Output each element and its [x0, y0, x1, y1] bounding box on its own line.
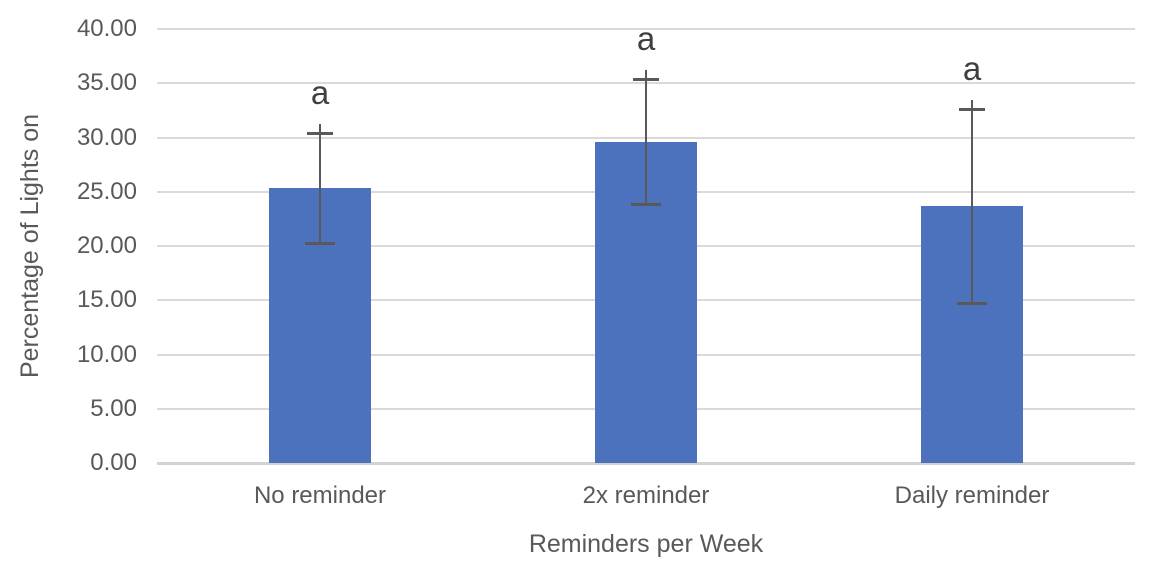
error-bar-line: [971, 100, 973, 304]
significance-label: a: [962, 50, 982, 88]
y-tick-label: 35.00: [76, 69, 137, 97]
y-tick-label: 0.00: [90, 449, 137, 476]
y-tick-label: 40.00: [76, 15, 137, 42]
error-bar-top-cap: [633, 77, 659, 81]
significance-label: a: [310, 74, 330, 112]
x-axis-line: [157, 462, 1135, 465]
y-tick-label: 10.00: [76, 340, 137, 368]
x-axis-title: Reminders per Week: [528, 530, 764, 558]
y-tick-label: 30.00: [76, 123, 137, 151]
error-bar-line: [319, 124, 321, 244]
significance-label: a: [636, 19, 656, 57]
y-tick-label: 20.00: [76, 232, 137, 259]
x-category-label: No reminder: [253, 482, 387, 509]
y-tick-label: 5.00: [90, 394, 137, 422]
x-category-label: 2x reminder: [582, 482, 710, 509]
y-tick-label: 15.00: [76, 286, 137, 314]
error-bar-top-cap: [959, 108, 985, 112]
error-bar-top-cap: [307, 132, 333, 136]
error-bar-bottom-cap: [305, 241, 335, 245]
x-category-label: Daily reminder: [894, 482, 1050, 509]
y-tick-label: 25.00: [76, 177, 137, 205]
error-bar-bottom-cap: [631, 202, 661, 206]
error-bar-line: [645, 69, 647, 205]
gridline: [157, 28, 1135, 30]
error-bar-bottom-cap: [957, 301, 987, 305]
